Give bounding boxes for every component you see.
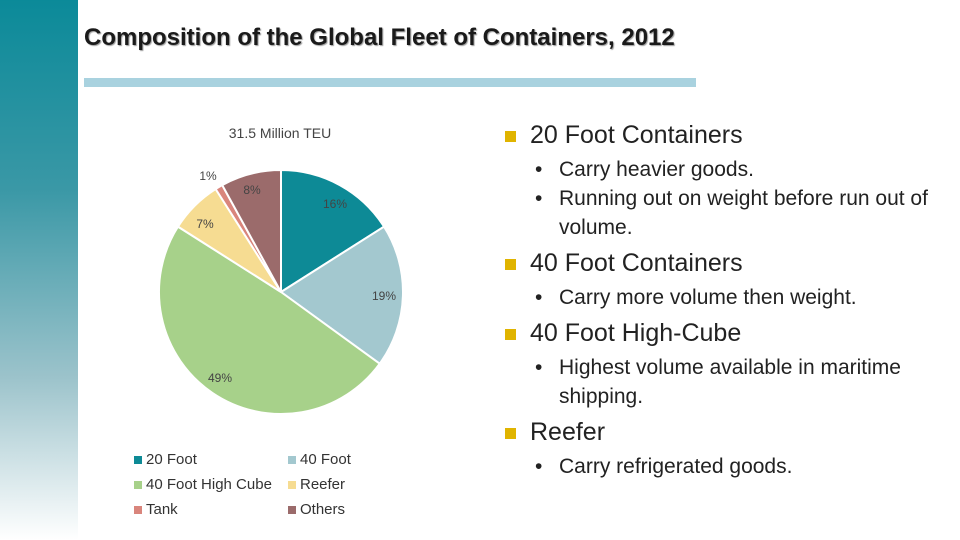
side-gradient-band [0, 0, 78, 540]
legend-label: Others [300, 501, 346, 518]
legend-item-40-foot: 40 Foot [288, 450, 408, 469]
sub-bullet: • Carry refrigerated goods. [535, 452, 945, 481]
data-label-tank: 1% [199, 169, 217, 183]
sub-bullet-text: Carry refrigerated goods. [559, 455, 793, 478]
bullet-heading-text: 40 Foot High-Cube [530, 319, 742, 347]
dot-bullet-icon: • [535, 286, 543, 309]
legend-swatch [288, 505, 296, 514]
square-bullet-icon [505, 428, 516, 439]
bullet-group: Reefer • Carry refrigerated goods. [505, 415, 945, 481]
chart-title: 31.5 Million TEU [229, 125, 331, 141]
pie-slice-20-foot [280, 168, 386, 294]
legend-swatch [134, 505, 142, 514]
legend-label: Reefer [300, 476, 346, 493]
bullet-heading-text: 40 Foot Containers [530, 249, 743, 277]
square-bullet-icon [505, 131, 516, 142]
legend-swatch [288, 455, 296, 464]
bullet-heading: 40 Foot Containers [505, 246, 945, 280]
legend-swatch [288, 480, 296, 489]
title-underline-bar [84, 78, 696, 87]
square-bullet-icon [505, 259, 516, 270]
bullet-heading: 20 Foot Containers [505, 118, 945, 152]
slide-title: Composition of the Global Fleet of Conta… [84, 24, 675, 51]
chart-legend: 20 Foot 40 Foot 40 Foot High Cube Reefer Tan… [134, 450, 408, 519]
sub-bullet-text: Carry more volume then weight. [559, 286, 857, 309]
bullet-group: 40 Foot Containers • Carry more volume the… [505, 246, 945, 312]
bullet-group: 40 Foot High-Cube • Highest volume availab… [505, 316, 945, 411]
pie-slice-40-foot [279, 225, 404, 366]
sub-bullet: • Carry heavier goods. [535, 155, 945, 184]
data-label-others: 8% [243, 183, 261, 197]
legend-item-20-foot: 20 Foot [134, 450, 288, 469]
sub-bullet-text: Highest volume available in maritime shi… [559, 356, 901, 408]
legend-item-40-foot-high-cube: 40 Foot High Cube [134, 475, 288, 494]
legend-swatch [134, 455, 142, 464]
legend-item-tank: Tank [134, 500, 288, 519]
dot-bullet-icon: • [535, 356, 543, 379]
legend-label: Tank [146, 501, 178, 518]
pie-slice-others [220, 168, 282, 293]
bullet-group: 20 Foot Containers • Carry heavier goods. •… [505, 118, 945, 242]
legend-item-others: Others [288, 500, 408, 519]
sub-bullet: • Carry more volume then weight. [535, 283, 945, 312]
legend-label: 20 Foot [146, 451, 197, 468]
data-label-20-foot: 16% [323, 197, 347, 211]
pie-slices [158, 168, 404, 415]
bullet-heading: Reefer [505, 415, 945, 449]
bullet-heading-text: 20 Foot Containers [530, 121, 743, 149]
data-label-40-foot-high-cube: 49% [208, 371, 232, 385]
dot-bullet-icon: • [535, 187, 543, 210]
sub-bullet: • Highest volume available in maritime sh… [535, 353, 945, 411]
pie-slice-40-foot-high-cube [158, 225, 382, 415]
dot-bullet-icon: • [535, 158, 543, 181]
sub-bullet: • Running out on weight before run out of… [535, 184, 945, 242]
pie-chart: 31.5 Million TEU 16% 19% 49% 7% 1% 8% [158, 125, 404, 415]
sub-bullet-text: Running out on weight before run out of … [559, 187, 928, 239]
sub-bullet-text: Carry heavier goods. [559, 158, 754, 181]
data-label-40-foot: 19% [372, 289, 396, 303]
legend-swatch [134, 480, 142, 489]
pie-data-labels: 16% 19% 49% 7% 1% 8% [196, 169, 396, 385]
dot-bullet-icon: • [535, 455, 543, 478]
legend-label: 40 Foot [300, 451, 351, 468]
bullet-heading-text: Reefer [530, 418, 606, 446]
legend-item-reefer: Reefer [288, 475, 408, 494]
bullet-list: 20 Foot Containers • Carry heavier goods. •… [505, 118, 945, 485]
square-bullet-icon [505, 329, 516, 340]
data-label-reefer: 7% [196, 217, 214, 231]
bullet-heading: 40 Foot High-Cube [505, 316, 945, 350]
legend-label: 40 Foot High Cube [146, 476, 272, 493]
